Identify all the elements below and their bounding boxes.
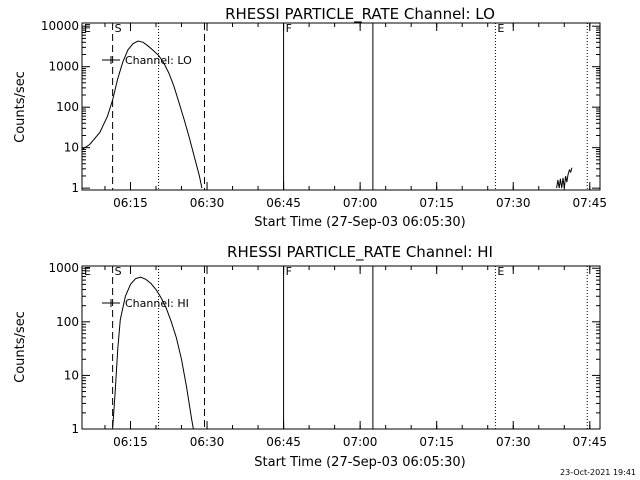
y-tick-label: 1: [71, 181, 79, 195]
y-tick-label: 10: [64, 368, 79, 382]
y-tick-label: 1000: [48, 60, 79, 74]
x-tick-label: 06:45: [266, 435, 301, 449]
x-axis-label: Start Time (27-Sep-03 06:05:30): [254, 455, 465, 470]
y-axis-label: Counts/sec: [13, 71, 28, 143]
legend-label: Channel: LO: [125, 54, 192, 67]
chart-title: RHESSI PARTICLE_RATE Channel: LO: [225, 5, 495, 24]
y-axis-label: Counts/sec: [13, 311, 28, 383]
marker-label: E: [84, 22, 91, 35]
x-axis-label: Start Time (27-Sep-03 06:05:30): [254, 215, 465, 230]
marker-label: S: [115, 265, 122, 278]
x-tick-label: 07:15: [419, 435, 454, 449]
y-tick-label: 100: [56, 100, 79, 114]
plot-frame: [81, 22, 601, 191]
marker-label: E: [497, 22, 504, 35]
x-tick-label: 07:15: [419, 196, 454, 210]
y-tick-label: 1000: [48, 261, 79, 275]
chart-lo-channel: RHESSI PARTICLE_RATE Channel: LO Start T…: [13, 5, 607, 230]
legend-label: Channel: HI: [125, 297, 189, 310]
x-tick-label: 07:45: [572, 435, 607, 449]
x-tick-label: 07:00: [343, 435, 378, 449]
plot-frame: [81, 265, 601, 430]
y-tick-label: 10: [64, 141, 79, 155]
series-line: [556, 167, 573, 189]
timestamp: 23-Oct-2021 19:41: [560, 468, 636, 477]
x-tick-label: 07:30: [496, 196, 531, 210]
x-tick-label: 06:15: [113, 196, 148, 210]
marker-label: E: [497, 265, 504, 278]
y-tick-label: 1: [71, 422, 79, 436]
chart-title: RHESSI PARTICLE_RATE Channel: HI: [227, 243, 493, 262]
y-tick-label: 100: [56, 315, 79, 329]
marker-label: F: [286, 22, 292, 35]
series-line: [112, 276, 194, 430]
x-tick-label: 07:45: [572, 196, 607, 210]
marker-label: E: [84, 265, 91, 278]
x-tick-label: 06:30: [190, 196, 225, 210]
marker-label: S: [115, 22, 122, 35]
chart-hi-channel: RHESSI PARTICLE_RATE Channel: HI Start T…: [13, 243, 607, 470]
x-tick-label: 06:30: [190, 435, 225, 449]
x-tick-label: 06:45: [266, 196, 301, 210]
x-tick-label: 07:00: [343, 196, 378, 210]
marker-label: F: [286, 265, 292, 278]
x-tick-label: 07:30: [496, 435, 531, 449]
x-tick-label: 06:15: [113, 435, 148, 449]
y-tick-label: 10000: [41, 19, 79, 33]
series-line: [81, 40, 203, 189]
